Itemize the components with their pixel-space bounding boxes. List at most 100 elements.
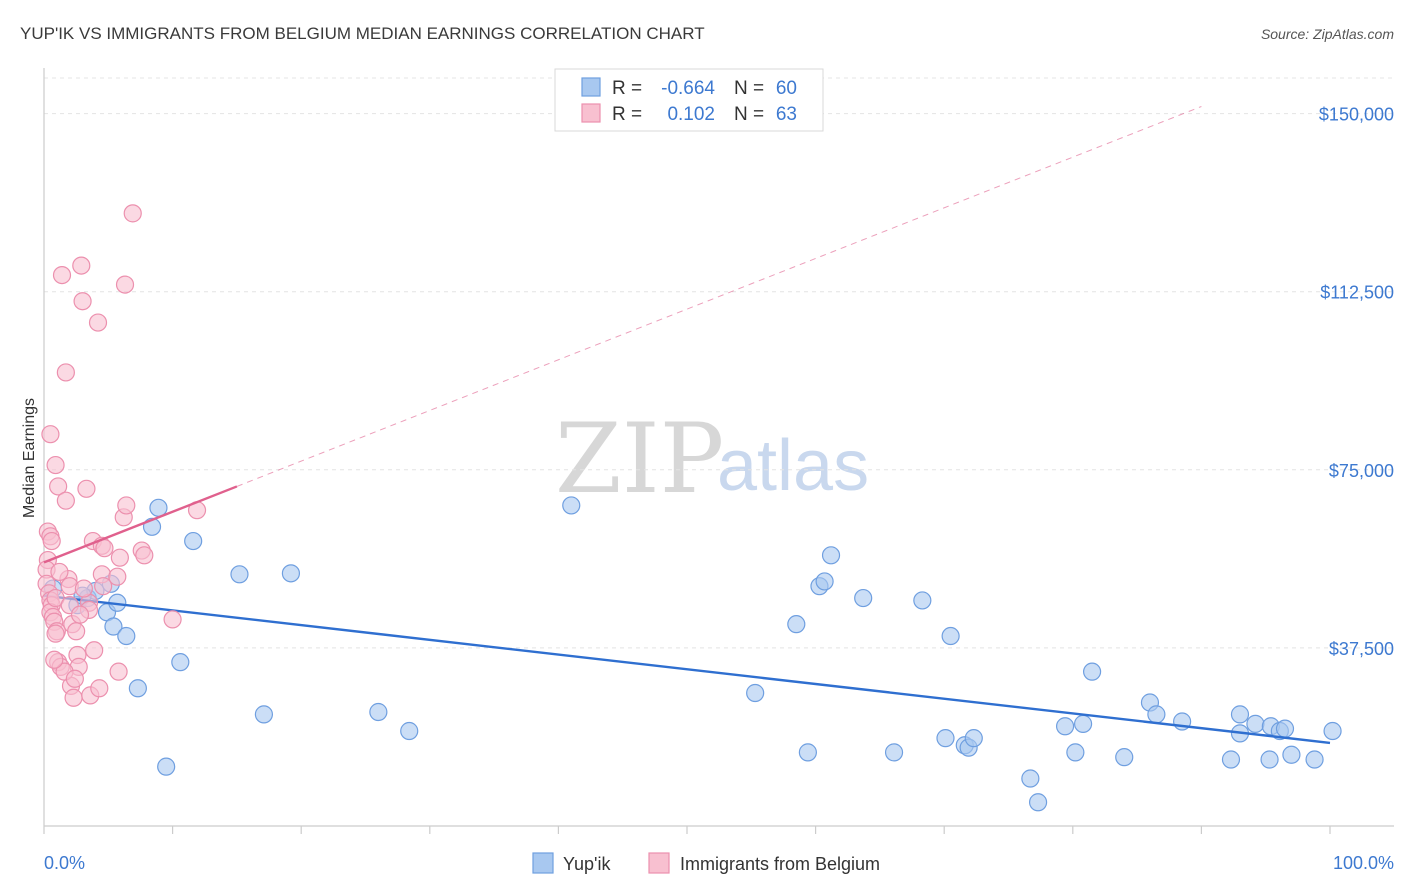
scatter-point: [135, 546, 154, 565]
watermark: ZIP atlas: [555, 403, 869, 515]
legend-n-label-belgium: N =: [734, 104, 764, 125]
legend-r-label-yupik: R =: [612, 78, 642, 99]
scatter-point: [73, 292, 92, 311]
y-axis-label: Median Earnings: [21, 398, 38, 518]
y-tick-label: $75,000: [1329, 461, 1394, 481]
scatter-point: [109, 662, 128, 681]
scatter-point: [1147, 705, 1166, 724]
scatter-point: [90, 679, 109, 698]
scatter-point: [798, 743, 817, 762]
scatter-point: [67, 622, 86, 641]
legend-r-value-yupik: -0.664: [661, 78, 715, 99]
scatter-point: [74, 579, 93, 598]
scatter-point: [77, 479, 96, 498]
scatter-point: [110, 548, 129, 567]
trend-line: [43, 594, 1331, 745]
scatter-point: [50, 562, 69, 582]
scatter-point: [1021, 769, 1040, 788]
scatter-point: [1066, 743, 1085, 762]
scatter-point: [913, 591, 932, 610]
scatter-point: [163, 610, 182, 629]
series-layer: [37, 106, 1342, 812]
x-tick-label-min: 0.0%: [44, 853, 85, 873]
scatter-point: [117, 626, 136, 646]
scatter-point: [1028, 793, 1048, 812]
series-belgium: [37, 106, 1202, 707]
x-tick-label-max: 100.0%: [1333, 853, 1394, 873]
scatter-point: [1082, 662, 1102, 681]
legend-r-value-belgium: 0.102: [667, 104, 715, 125]
scatter-point: [746, 683, 765, 703]
scatter-point: [964, 729, 983, 748]
scatter-point: [56, 363, 75, 382]
y-tick-label: $37,500: [1329, 639, 1394, 659]
legend-r-label-belgium: R =: [612, 104, 642, 125]
scatter-point: [184, 531, 203, 551]
scatter-point: [1305, 750, 1324, 769]
scatter-point: [72, 256, 91, 275]
gridlines: [44, 77, 1394, 649]
scatter-point: [171, 653, 190, 672]
scatter-point: [1246, 714, 1265, 733]
scatter-point: [49, 477, 68, 496]
scatter-point: [281, 564, 301, 583]
scatter-point: [115, 275, 135, 294]
scatter-point: [42, 531, 61, 551]
chart-source: Source: ZipAtlas.com: [1261, 26, 1394, 42]
scatter-point: [1230, 705, 1250, 724]
scatter-point: [123, 204, 142, 223]
chart-title: YUP'IK VS IMMIGRANTS FROM BELGIUM MEDIAN…: [20, 24, 705, 43]
scatter-point: [157, 757, 176, 776]
y-tick-labels: $37,500 $75,000 $112,500 $150,000: [1319, 105, 1394, 659]
scatter-point: [230, 565, 249, 584]
scatter-point: [70, 605, 90, 624]
scatter-point: [41, 425, 60, 444]
scatter-point: [941, 626, 960, 646]
scatter-point: [400, 721, 419, 741]
scatter-point: [1260, 750, 1279, 769]
bottom-legend-swatch-belgium: [648, 852, 670, 874]
scatter-point: [1282, 745, 1301, 764]
scatter-point: [46, 624, 65, 643]
legend-n-value-yupik: 60: [776, 78, 797, 99]
bottom-legend-label-belgium: Immigrants from Belgium: [680, 854, 880, 874]
watermark-zip-text: ZIP: [555, 403, 724, 515]
scatter-point: [128, 679, 147, 698]
legend-n-label-yupik: N =: [734, 78, 764, 99]
scatter-point: [787, 615, 806, 634]
bottom-legend: Yup'ik Immigrants from Belgium: [532, 852, 880, 874]
y-tick-label: $150,000: [1319, 105, 1394, 125]
legend-box: R = -0.664 N = 60 R = 0.102 N = 63: [554, 68, 824, 132]
scatter-point: [64, 688, 83, 707]
scatter-point: [254, 705, 274, 724]
scatter-point: [56, 491, 75, 510]
trend-line-extension: [236, 106, 1202, 487]
scatter-point: [1115, 748, 1134, 767]
scatter-point: [1055, 717, 1075, 736]
scatter-point: [117, 496, 136, 515]
scatter-point: [94, 577, 113, 596]
scatter-point: [104, 617, 123, 636]
scatter-point: [88, 313, 108, 332]
scatter-point: [854, 588, 873, 608]
scatter-point: [65, 669, 84, 688]
scatter-point: [1323, 721, 1342, 741]
legend-swatch-belgium: [581, 103, 601, 123]
scatter-point: [1275, 719, 1295, 738]
scatter-point: [52, 265, 72, 285]
scatter-point: [1221, 750, 1241, 769]
scatter-point: [562, 496, 581, 515]
legend-swatch-yupik: [581, 77, 601, 97]
scatter-point: [85, 641, 104, 660]
y-tick-label: $112,500: [1320, 283, 1394, 303]
bottom-legend-label-yupik: Yup'ik: [563, 854, 611, 874]
series-yupik: [43, 496, 1342, 812]
scatter-point: [369, 702, 388, 722]
scatter-point: [936, 729, 955, 748]
watermark-atlas-text: atlas: [717, 426, 869, 506]
trend-line: [43, 485, 238, 564]
scatter-point: [1073, 714, 1093, 733]
scatter-point: [821, 546, 841, 565]
scatter-point: [45, 650, 64, 669]
